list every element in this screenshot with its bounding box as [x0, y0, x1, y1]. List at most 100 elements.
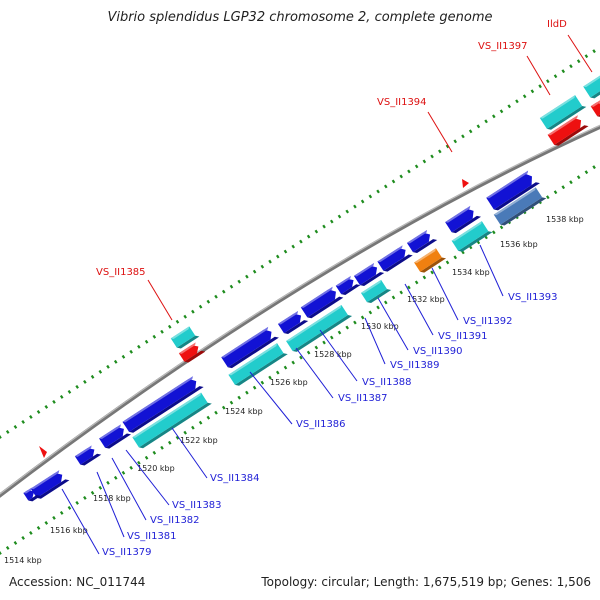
tick-mark — [322, 340, 326, 345]
tick-mark — [75, 384, 79, 389]
tick-mark — [183, 430, 187, 435]
tick-mark — [206, 415, 211, 420]
tick-mark — [291, 360, 295, 365]
gene-cyan-4 — [451, 221, 493, 252]
gene-label-vs_ii1389: VS_II1389 — [390, 360, 440, 371]
tick-mark — [414, 164, 419, 169]
tick-mark — [191, 309, 195, 314]
tick-label-1518: 1518 kbp — [93, 494, 131, 503]
tick-label-1528: 1528 kbp — [314, 350, 352, 359]
gene-label-vs_ii1390: VS_II1390 — [413, 346, 463, 357]
gene-label-vs_ii1386: VS_II1386 — [296, 419, 346, 430]
gene-blue-13 — [23, 487, 41, 502]
tick-mark — [553, 190, 558, 195]
gene-label-vs_ii1391: VS_II1391 — [438, 331, 488, 342]
gene-blue-1 — [74, 445, 102, 466]
tick-mark — [52, 399, 56, 404]
tick-mark — [144, 339, 149, 344]
tick-mark — [299, 355, 303, 360]
tick-mark — [59, 394, 64, 399]
gene-marker-red-small — [39, 446, 47, 458]
tick-mark — [137, 460, 141, 465]
tick-mark — [584, 54, 589, 59]
tick-mark — [546, 195, 550, 200]
tick-mark — [5, 546, 10, 550]
tick-mark — [21, 420, 25, 424]
accession-text: Accession: NC_011744 — [9, 575, 146, 589]
gene-blue-7 — [335, 275, 361, 295]
tick-mark — [152, 334, 157, 339]
tick-mark — [569, 180, 573, 185]
leader-line-vs_ii1389 — [364, 317, 386, 365]
tick-mark — [430, 270, 434, 275]
tick-mark — [67, 389, 72, 394]
tick-mark — [399, 290, 404, 295]
tick-mark — [430, 154, 434, 159]
tick-mark — [461, 134, 465, 139]
topology-summary-text: Topology: circular; Length: 1,675,519 bp… — [261, 575, 591, 589]
leader-line-vs_ii1388 — [319, 329, 358, 382]
tick-mark — [98, 485, 103, 490]
tick-mark — [52, 515, 56, 520]
gene-label-vs_ii1397: VS_II1397 — [478, 41, 528, 52]
tick-mark — [13, 541, 18, 545]
gene-blue-5 — [277, 310, 309, 335]
tick-mark — [345, 325, 350, 330]
tick-mark — [137, 344, 141, 349]
leader-line-vs_ii1391 — [404, 283, 434, 336]
tick-mark — [314, 345, 319, 350]
leader-line-vs_ii1382 — [111, 457, 147, 521]
leader-line-vs_ii1393 — [479, 244, 504, 297]
gene-cyan-1 — [228, 343, 288, 386]
tick-mark — [383, 184, 388, 189]
tick-mark — [306, 350, 311, 355]
tick-mark — [59, 510, 64, 515]
tick-mark — [214, 410, 218, 415]
tick-mark — [407, 285, 411, 290]
tick-mark — [175, 435, 180, 440]
gene-blue-0 — [30, 470, 70, 499]
tick-label-1526: 1526 kbp — [270, 378, 308, 387]
gene-label-vs_ii1392: VS_II1392 — [463, 316, 513, 327]
tick-mark — [353, 320, 357, 325]
tick-mark — [29, 531, 33, 535]
tick-mark — [198, 304, 203, 309]
leader-line-vs_ii1379 — [61, 488, 100, 555]
leader-line-vs_ii1397 — [526, 55, 551, 96]
tick-mark — [121, 354, 126, 359]
tick-mark — [314, 229, 319, 234]
gene-blue-2 — [99, 424, 132, 449]
tick-mark — [476, 124, 481, 129]
tick-mark — [422, 275, 427, 280]
tick-mark — [492, 114, 496, 119]
tick-mark — [214, 294, 218, 299]
tick-mark — [106, 364, 110, 369]
gene-label-vs_ii1383: VS_II1383 — [172, 500, 222, 511]
tick-mark — [422, 159, 427, 164]
chromosome-backbone-highlight — [0, 124, 600, 495]
gene-outer-3 — [539, 95, 587, 130]
leader-line-vs_ii1384 — [171, 427, 208, 479]
tick-mark — [152, 450, 157, 455]
tick-label-1536: 1536 kbp — [500, 240, 538, 249]
gene-outer-0 — [170, 326, 200, 349]
tick-mark — [561, 185, 566, 190]
tick-mark — [337, 214, 342, 219]
gene-blue-6 — [300, 286, 344, 319]
tick-mark — [36, 526, 41, 530]
leader-line-ildd — [567, 34, 593, 73]
tick-mark — [29, 415, 33, 419]
tick-mark — [522, 94, 527, 99]
gene-blue-4 — [221, 326, 279, 369]
tick-mark — [484, 119, 488, 124]
tick-mark — [576, 59, 581, 64]
tick-mark — [83, 495, 87, 500]
tick-mark — [90, 490, 95, 495]
leader-line-vs_ii1383 — [125, 449, 170, 506]
tick-mark — [160, 445, 164, 450]
gene-label-vs_ii1393: VS_II1393 — [508, 292, 558, 303]
tick-mark — [515, 99, 519, 104]
tick-mark — [275, 370, 280, 375]
tick-label-1524: 1524 kbp — [225, 407, 263, 416]
tick-mark — [592, 49, 596, 54]
